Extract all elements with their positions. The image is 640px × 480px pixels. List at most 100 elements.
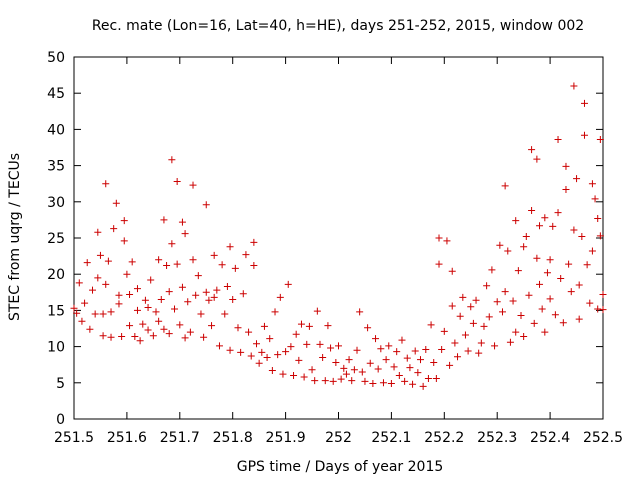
- data-point: [559, 319, 567, 327]
- data-point: [557, 275, 565, 283]
- data-point: [464, 347, 472, 355]
- data-point: [274, 351, 282, 359]
- data-point: [379, 379, 387, 387]
- data-point: [104, 257, 112, 265]
- x-tick-label: 252.2: [424, 430, 464, 446]
- data-point: [332, 359, 340, 367]
- data-point: [107, 333, 115, 341]
- data-point: [210, 251, 218, 259]
- data-point: [131, 332, 139, 340]
- data-point: [313, 307, 321, 315]
- data-point: [168, 156, 176, 164]
- data-point: [596, 232, 604, 240]
- x-tick-label: 252.1: [371, 430, 411, 446]
- y-tick-label: 30: [47, 195, 65, 211]
- data-point: [575, 315, 583, 323]
- data-point: [160, 216, 168, 224]
- data-point: [107, 308, 115, 316]
- data-point: [358, 368, 366, 376]
- data-point: [295, 356, 303, 364]
- data-point: [178, 283, 186, 291]
- x-tick-label: 252.5: [583, 430, 623, 446]
- data-point: [237, 348, 245, 356]
- data-point: [575, 281, 583, 289]
- data-point: [81, 299, 89, 307]
- data-point: [128, 258, 136, 266]
- data-point: [372, 335, 380, 343]
- chart-title: Rec. mate (Lon=16, Lat=40, h=HE), days 2…: [92, 18, 584, 34]
- data-point: [99, 310, 107, 318]
- data-point: [102, 180, 110, 188]
- data-point: [520, 332, 528, 340]
- y-tick-label: 25: [47, 231, 65, 247]
- data-point: [528, 146, 536, 154]
- data-point: [144, 326, 152, 334]
- data-point: [126, 290, 134, 298]
- data-point: [414, 369, 422, 377]
- data-point: [123, 270, 131, 278]
- data-point: [422, 345, 430, 353]
- data-point: [271, 308, 279, 316]
- data-point: [189, 181, 197, 189]
- data-point: [517, 311, 525, 319]
- data-point: [308, 366, 316, 374]
- data-point: [260, 322, 268, 330]
- x-tick-label: 252.3: [477, 430, 517, 446]
- data-point: [554, 136, 562, 144]
- data-point: [361, 377, 369, 385]
- data-point: [438, 345, 446, 353]
- data-point: [133, 306, 141, 314]
- data-point: [348, 377, 356, 385]
- y-tick-label: 0: [56, 412, 65, 428]
- data-point: [303, 340, 311, 348]
- data-point: [189, 256, 197, 264]
- data-point: [390, 363, 398, 371]
- data-point: [448, 302, 456, 310]
- data-point: [514, 267, 522, 275]
- data-point: [364, 324, 372, 332]
- data-point: [567, 288, 575, 296]
- data-point: [218, 261, 226, 269]
- data-point: [136, 337, 144, 345]
- data-point: [223, 283, 231, 291]
- data-point: [210, 293, 218, 301]
- data-point: [446, 361, 454, 369]
- data-point: [459, 293, 467, 301]
- data-point: [242, 251, 250, 259]
- data-point: [543, 269, 551, 277]
- data-point: [335, 342, 342, 350]
- data-point: [89, 286, 97, 294]
- data-point: [197, 310, 205, 318]
- data-point: [353, 346, 361, 354]
- data-point: [356, 308, 364, 316]
- data-point: [419, 382, 427, 390]
- data-point: [525, 291, 533, 299]
- data-point: [435, 234, 443, 242]
- data-point: [96, 251, 104, 259]
- data-point: [250, 262, 258, 270]
- x-tick-label: 251.5: [54, 430, 94, 446]
- data-point: [456, 312, 464, 320]
- data-point: [509, 297, 517, 305]
- plot-area-frame: [73, 56, 604, 420]
- data-point: [506, 338, 514, 346]
- data-point: [276, 293, 284, 301]
- data-point: [483, 282, 491, 290]
- data-point: [599, 306, 607, 314]
- data-point: [231, 264, 239, 272]
- data-point: [583, 261, 591, 269]
- data-point: [385, 342, 393, 350]
- data-point: [430, 359, 438, 367]
- data-point: [202, 288, 210, 296]
- data-point: [155, 256, 163, 264]
- data-point: [427, 321, 435, 329]
- data-point: [591, 195, 599, 203]
- data-point: [192, 291, 200, 299]
- data-point: [94, 228, 102, 236]
- data-point: [395, 372, 403, 380]
- data-point: [115, 300, 123, 308]
- data-point: [311, 377, 319, 385]
- x-tick-label: 252: [325, 430, 352, 446]
- data-point: [184, 298, 192, 306]
- data-point: [287, 343, 295, 351]
